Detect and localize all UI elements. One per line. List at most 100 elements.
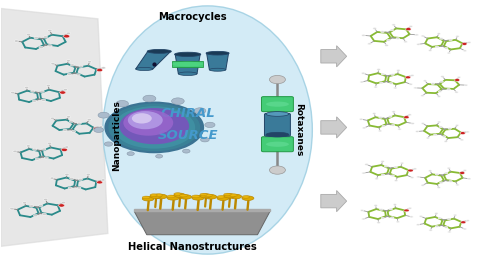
Ellipse shape	[210, 68, 226, 71]
Polygon shape	[206, 53, 229, 70]
Circle shape	[127, 152, 134, 155]
Circle shape	[380, 82, 383, 84]
Polygon shape	[134, 211, 270, 235]
Circle shape	[120, 108, 189, 144]
FancyBboxPatch shape	[264, 113, 290, 136]
Circle shape	[377, 222, 380, 224]
Circle shape	[416, 131, 419, 132]
Circle shape	[440, 182, 443, 184]
Polygon shape	[136, 51, 170, 69]
Circle shape	[270, 75, 285, 84]
Circle shape	[44, 157, 48, 159]
Circle shape	[13, 150, 17, 152]
Circle shape	[416, 176, 420, 178]
Ellipse shape	[266, 102, 289, 107]
Circle shape	[42, 99, 46, 101]
Circle shape	[108, 104, 200, 151]
Circle shape	[34, 37, 38, 39]
Circle shape	[66, 32, 70, 34]
Circle shape	[434, 134, 437, 136]
Circle shape	[194, 108, 206, 114]
Circle shape	[63, 89, 68, 91]
Circle shape	[373, 28, 376, 29]
Circle shape	[65, 173, 69, 176]
Ellipse shape	[154, 194, 167, 199]
Ellipse shape	[206, 51, 229, 55]
Circle shape	[464, 84, 468, 86]
Circle shape	[419, 216, 422, 217]
Circle shape	[381, 160, 384, 162]
Circle shape	[404, 116, 409, 119]
Ellipse shape	[217, 196, 224, 198]
Circle shape	[390, 217, 394, 219]
Circle shape	[66, 116, 71, 118]
Circle shape	[463, 228, 466, 230]
Ellipse shape	[147, 49, 172, 53]
Circle shape	[438, 121, 441, 123]
FancyBboxPatch shape	[262, 97, 294, 112]
Circle shape	[374, 86, 378, 88]
Circle shape	[156, 154, 162, 158]
Circle shape	[77, 187, 81, 189]
Ellipse shape	[242, 196, 254, 200]
Circle shape	[454, 214, 457, 216]
Circle shape	[362, 218, 365, 220]
Circle shape	[468, 178, 471, 180]
Circle shape	[416, 43, 420, 45]
Text: Helical Nanostructures: Helical Nanostructures	[128, 242, 257, 252]
Ellipse shape	[217, 196, 229, 200]
Circle shape	[375, 178, 378, 180]
Ellipse shape	[230, 194, 241, 199]
Circle shape	[10, 207, 14, 210]
Circle shape	[421, 184, 424, 186]
Circle shape	[128, 111, 162, 129]
Circle shape	[390, 82, 393, 84]
Circle shape	[362, 72, 365, 74]
Circle shape	[43, 36, 48, 38]
Circle shape	[78, 178, 82, 180]
Circle shape	[26, 34, 31, 36]
Ellipse shape	[174, 193, 186, 197]
Circle shape	[70, 64, 74, 66]
Circle shape	[426, 137, 430, 139]
Circle shape	[14, 40, 18, 42]
Circle shape	[438, 90, 442, 92]
Circle shape	[410, 177, 414, 178]
Circle shape	[99, 126, 103, 128]
Ellipse shape	[174, 52, 201, 56]
Circle shape	[102, 67, 105, 69]
Circle shape	[182, 149, 190, 153]
Circle shape	[420, 95, 424, 97]
Circle shape	[406, 28, 411, 31]
Circle shape	[408, 114, 412, 116]
Circle shape	[428, 170, 432, 172]
Polygon shape	[175, 54, 200, 74]
Text: SOURCE: SOURCE	[158, 129, 218, 142]
Ellipse shape	[192, 196, 204, 200]
Circle shape	[374, 205, 378, 206]
Circle shape	[48, 30, 52, 32]
Circle shape	[437, 33, 440, 35]
Ellipse shape	[266, 132, 289, 137]
Circle shape	[455, 91, 458, 93]
Circle shape	[466, 220, 469, 222]
Circle shape	[98, 112, 110, 118]
Circle shape	[38, 204, 43, 207]
Circle shape	[63, 129, 67, 131]
Circle shape	[88, 61, 92, 63]
Ellipse shape	[192, 195, 200, 198]
Ellipse shape	[167, 195, 175, 198]
Circle shape	[362, 127, 366, 129]
Circle shape	[64, 35, 70, 38]
Circle shape	[48, 142, 52, 145]
Circle shape	[380, 31, 384, 33]
Circle shape	[360, 81, 364, 83]
Circle shape	[62, 202, 66, 204]
Circle shape	[34, 214, 38, 217]
Circle shape	[377, 69, 380, 70]
Circle shape	[423, 80, 426, 82]
Circle shape	[205, 122, 215, 128]
Circle shape	[50, 177, 54, 179]
Circle shape	[447, 167, 450, 169]
Circle shape	[396, 37, 400, 40]
